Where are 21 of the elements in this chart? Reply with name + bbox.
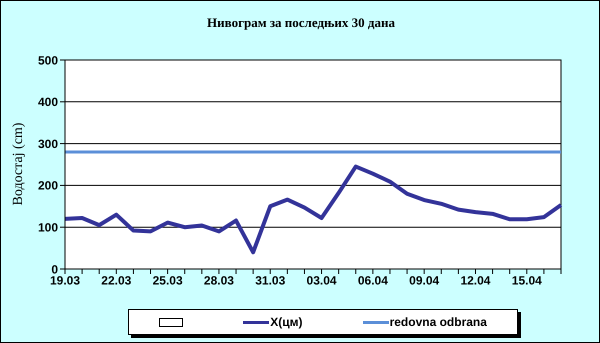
legend-label: X(цм) bbox=[270, 315, 302, 329]
x-tick-label: 25.03 bbox=[152, 274, 183, 288]
chart-title: Нивограм за последњих 30 дана bbox=[206, 15, 396, 31]
y-tick-label: 400 bbox=[38, 95, 58, 110]
x-tick-label: 03.04 bbox=[306, 274, 337, 288]
legend-label: redovna odbrana bbox=[390, 315, 487, 329]
y-tick-label: 100 bbox=[38, 220, 58, 234]
x-tick-label: 15.04 bbox=[512, 274, 542, 288]
y-axis-title: Водостај (cm) bbox=[11, 122, 27, 206]
x-tick-label: 19.03 bbox=[50, 274, 80, 288]
x-tick-label: 09.04 bbox=[409, 274, 440, 288]
x-tick-label: 31.03 bbox=[255, 274, 286, 288]
y-tick-label: 200 bbox=[38, 178, 58, 193]
y-tick-label: 0 bbox=[51, 262, 58, 276]
x-tick-label: 28.03 bbox=[204, 274, 234, 288]
x-tick-label: 12.04 bbox=[460, 274, 491, 288]
y-tick-label: 500 bbox=[38, 53, 58, 68]
line-series bbox=[63, 164, 563, 254]
x-tick-label: 06.04 bbox=[358, 274, 388, 288]
y-tick-label: 300 bbox=[38, 136, 58, 151]
x-tick-label: 22.03 bbox=[101, 274, 132, 288]
